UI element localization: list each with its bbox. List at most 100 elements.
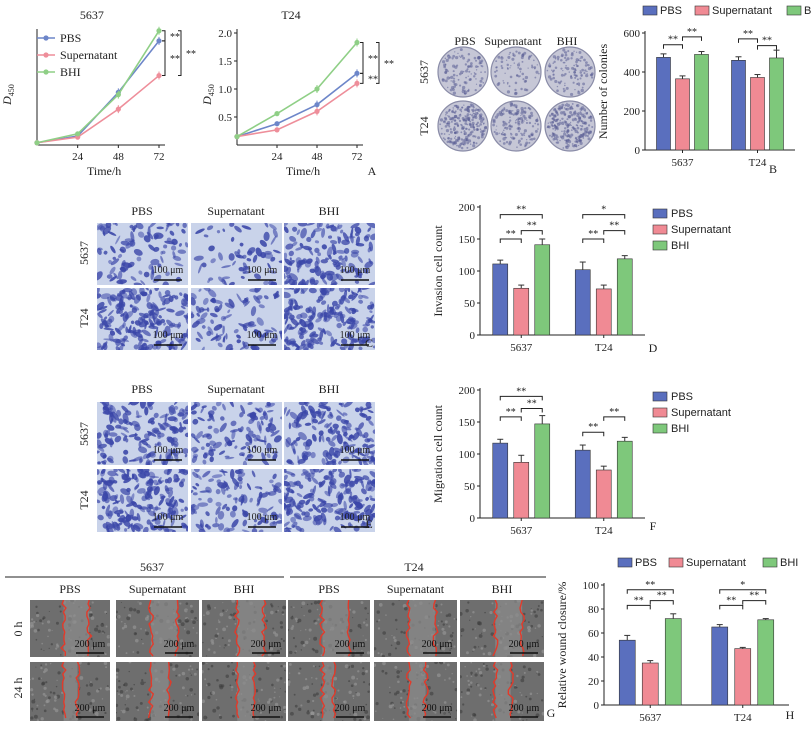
colony [523, 134, 526, 136]
wound-gap [150, 662, 169, 721]
cell [292, 226, 298, 232]
cell [302, 411, 307, 417]
cell [365, 319, 375, 324]
colony [457, 116, 461, 120]
speck [277, 606, 279, 608]
cell [340, 229, 344, 234]
cell [286, 409, 291, 417]
cell [106, 513, 110, 517]
colony [562, 87, 565, 90]
cell [284, 316, 289, 325]
wound-edge [519, 600, 525, 657]
cell [135, 410, 140, 419]
cell [347, 326, 351, 330]
cell [117, 517, 125, 523]
colony [477, 56, 481, 60]
cell [154, 519, 161, 525]
cell [258, 507, 269, 514]
cell [126, 495, 133, 504]
cell [149, 522, 154, 530]
wound-image: 200 μm [116, 600, 199, 657]
wound-edge [405, 600, 412, 657]
x-tick-label: 48 [312, 151, 324, 163]
cell [342, 321, 347, 326]
legend-label-pbs: PBS [660, 5, 682, 17]
colony [520, 115, 522, 117]
speck [202, 662, 205, 665]
speck [279, 677, 283, 680]
cell [107, 309, 114, 317]
cell [308, 508, 314, 512]
speck [120, 620, 123, 623]
speck [297, 618, 302, 623]
colony [580, 55, 584, 59]
cell [198, 288, 202, 292]
speck [47, 628, 51, 632]
speck [282, 605, 286, 610]
colony [500, 133, 503, 135]
cell [154, 288, 159, 292]
colony [521, 60, 524, 63]
speck [35, 638, 38, 641]
speck [381, 669, 385, 673]
colony [470, 130, 474, 134]
cell [270, 235, 277, 245]
cell [304, 324, 308, 328]
wound-edge [507, 662, 514, 719]
sig-label: ** [588, 422, 598, 433]
colony [563, 130, 566, 133]
speck [540, 699, 544, 702]
speck [291, 625, 295, 628]
cell [349, 503, 354, 509]
speck [204, 678, 207, 681]
colony [451, 57, 454, 60]
speck [125, 698, 128, 700]
speck [137, 601, 139, 603]
bar-bhi [534, 244, 551, 336]
speck [146, 706, 149, 709]
speck [191, 618, 193, 621]
speck [104, 711, 107, 715]
speck [144, 672, 147, 675]
sig-label: ** [657, 591, 667, 602]
cell [362, 443, 367, 448]
panel-letter-a: A [368, 164, 377, 178]
speck [181, 671, 186, 676]
colony [556, 138, 559, 141]
speck [529, 692, 533, 696]
colony [577, 91, 581, 95]
colony [505, 136, 508, 139]
cell [105, 521, 114, 529]
cell [285, 487, 291, 498]
speck [126, 689, 128, 692]
speck [144, 681, 146, 684]
speck [190, 694, 193, 696]
speck [207, 682, 211, 687]
speck [172, 699, 175, 702]
cell [148, 325, 159, 330]
colony [578, 139, 581, 143]
speck [231, 662, 233, 664]
cell [255, 434, 261, 440]
cell [166, 223, 176, 227]
cell [370, 481, 375, 489]
colony [497, 55, 501, 59]
colony [458, 119, 462, 122]
cell [331, 243, 337, 253]
speck [526, 719, 528, 721]
speck [227, 643, 230, 647]
cell [119, 291, 128, 299]
speck [195, 632, 198, 634]
speck [478, 634, 483, 638]
cell [314, 411, 321, 414]
cell [142, 526, 149, 532]
speck [540, 601, 544, 604]
speck [446, 624, 448, 626]
colony [506, 81, 509, 84]
cell [169, 515, 172, 520]
speck [357, 670, 360, 673]
cell [294, 513, 303, 520]
cell [335, 223, 340, 233]
cell [226, 494, 232, 498]
colony [473, 56, 477, 60]
